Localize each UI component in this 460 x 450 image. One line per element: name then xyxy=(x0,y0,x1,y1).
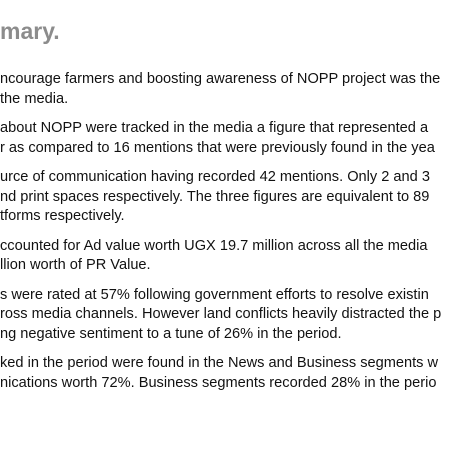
text-line: llion worth of PR Value. xyxy=(0,257,151,273)
text-line: ked in the period were found in the News… xyxy=(0,355,439,371)
text-line: s were rated at 57% following government… xyxy=(0,286,429,303)
text-line: ng negative sentiment to a tune of 26% i… xyxy=(0,325,342,342)
list-item: about NOPP were tracked in the media a f… xyxy=(0,119,460,158)
summary-list: ncourage farmers and boosting awareness … xyxy=(0,70,460,403)
text-line: about NOPP were tracked in the media a f… xyxy=(0,120,429,136)
text-line: ncourage farmers and boosting awareness … xyxy=(0,71,441,87)
text-line: the media. xyxy=(0,90,69,107)
text-line: tforms respectively. xyxy=(0,208,125,224)
text-line: ccounted for Ad value worth UGX 19.7 mil… xyxy=(0,237,428,254)
list-item: s were rated at 57% following government… xyxy=(0,286,460,345)
text-line: urce of communication having recorded 42… xyxy=(0,169,430,185)
list-item: ncourage farmers and boosting awareness … xyxy=(0,70,460,109)
text-line: r as compared to 16 mentions that were p… xyxy=(0,139,435,156)
list-item: ccounted for Ad value worth UGX 19.7 mil… xyxy=(0,237,460,276)
list-item: urce of communication having recorded 42… xyxy=(0,168,460,227)
text-line: nd print spaces respectively. The three … xyxy=(0,188,430,205)
page-title: mary. xyxy=(0,18,60,44)
list-item: ked in the period were found in the News… xyxy=(0,354,460,393)
text-line: ross media channels. However land confli… xyxy=(0,306,442,322)
text-line: nications worth 72%. Business segments r… xyxy=(0,374,437,391)
